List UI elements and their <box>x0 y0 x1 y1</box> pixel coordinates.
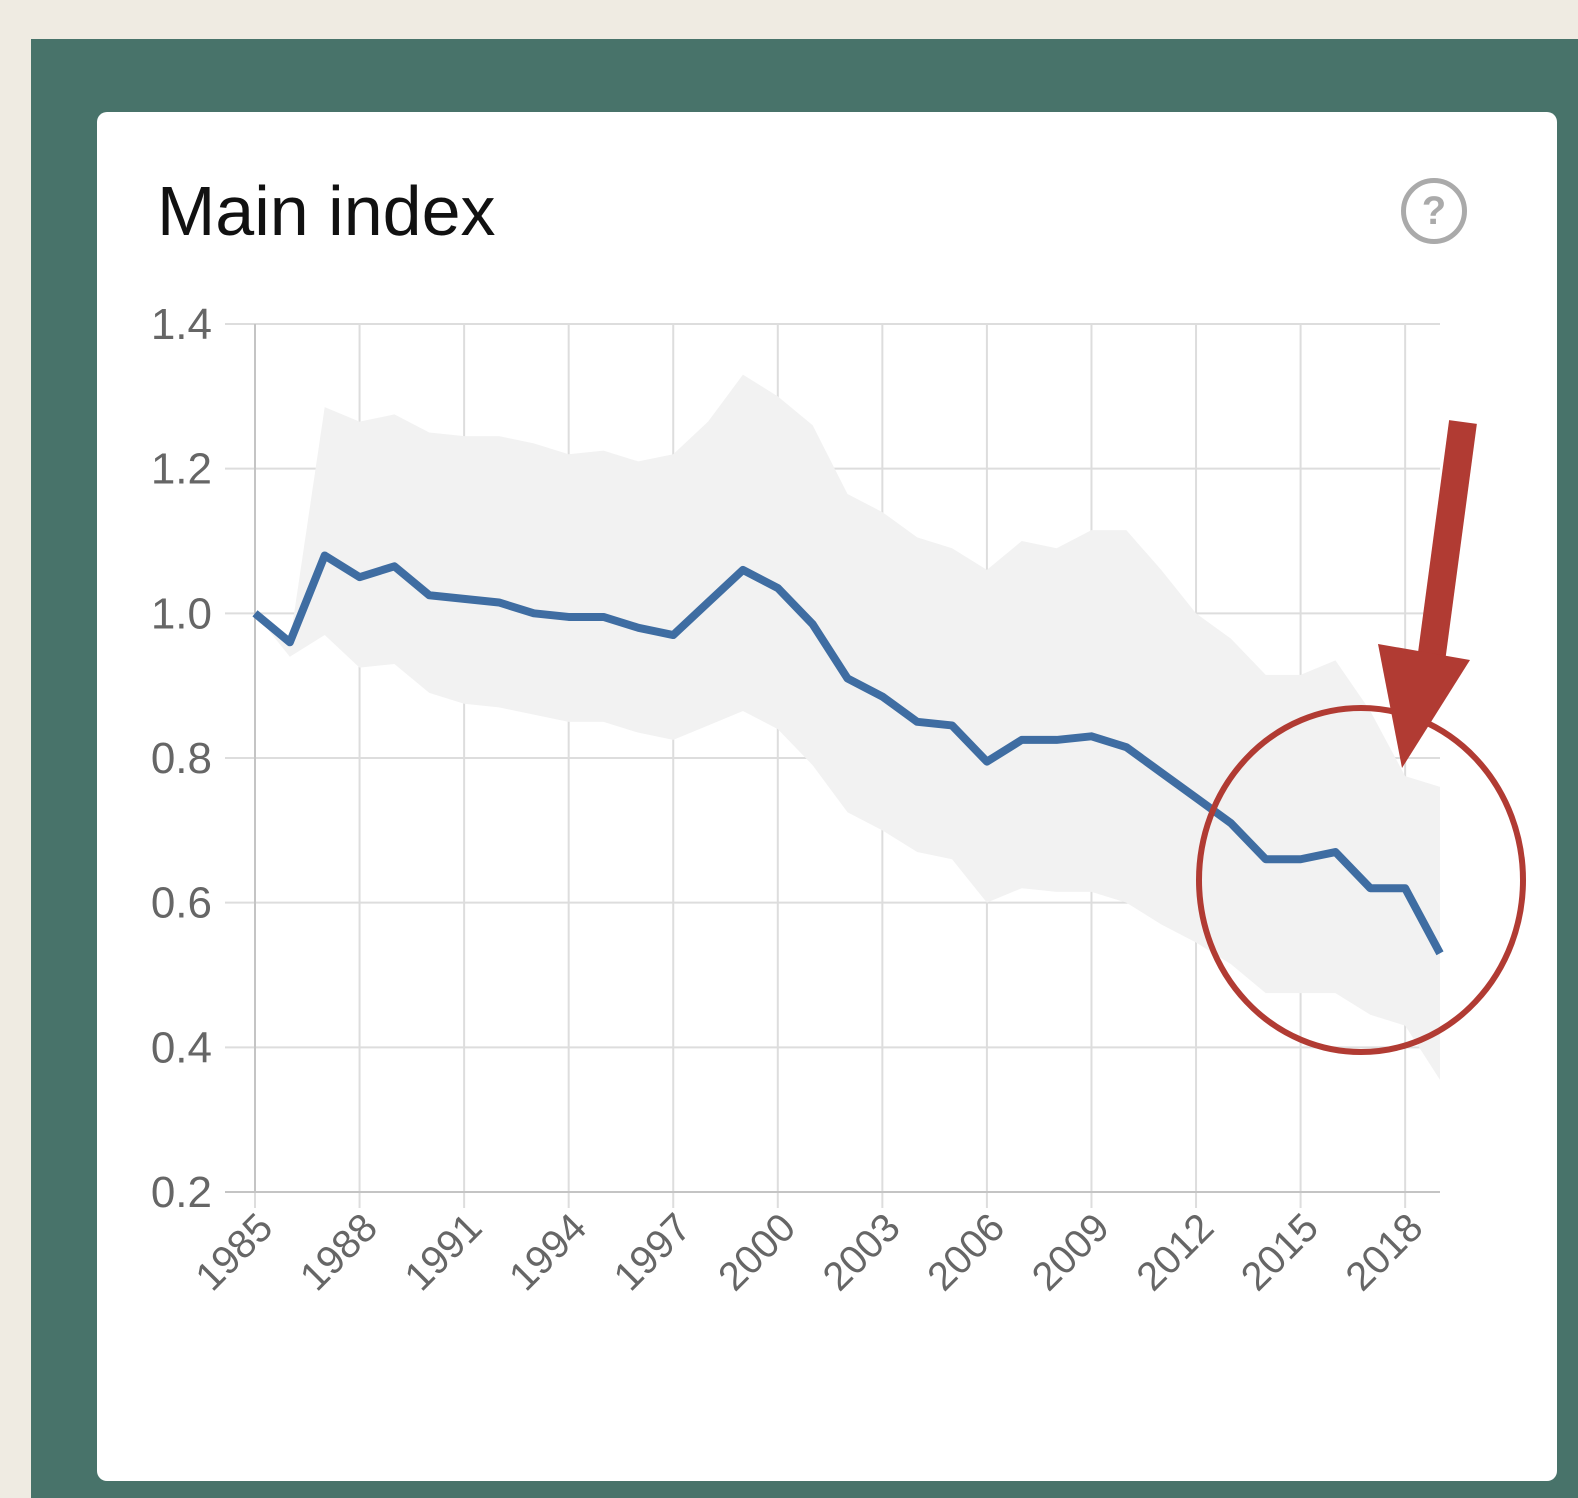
y-tick-label-1-2: 1.2 <box>151 445 212 494</box>
data-point-2004 <box>913 718 921 726</box>
data-point-1998 <box>704 598 712 606</box>
x-tick-label-1988: 1988 <box>292 1205 386 1299</box>
data-point-2007 <box>1018 736 1026 744</box>
card-title: Main index <box>157 172 496 250</box>
data-point-2010 <box>1122 743 1130 751</box>
data-point-2014 <box>1262 855 1270 863</box>
y-tick-label-0-4: 0.4 <box>151 1023 212 1072</box>
data-point-1987 <box>321 551 329 559</box>
arrow-shaft <box>1415 420 1477 678</box>
x-tick-label-1997: 1997 <box>606 1205 700 1299</box>
data-point-1988 <box>356 573 364 581</box>
data-point-1991 <box>460 595 468 603</box>
data-point-2011 <box>1157 768 1165 776</box>
x-tick-label-2009: 2009 <box>1024 1205 1118 1299</box>
y-tick-label-0-6: 0.6 <box>151 879 212 928</box>
data-point-1989 <box>390 562 398 570</box>
y-tick-label-1-4: 1.4 <box>151 300 212 349</box>
data-point-1985 <box>251 609 259 617</box>
data-point-1992 <box>495 598 503 606</box>
data-point-2000 <box>774 584 782 592</box>
x-tick-label-1994: 1994 <box>501 1205 595 1299</box>
data-point-2013 <box>1227 819 1235 827</box>
data-point-1997 <box>669 631 677 639</box>
confidence-band <box>255 374 1440 1080</box>
x-tick-label-2003: 2003 <box>815 1205 909 1299</box>
data-point-2005 <box>948 721 956 729</box>
y-tick-label-1-0: 1.0 <box>151 589 212 638</box>
x-tick-label-2006: 2006 <box>919 1205 1013 1299</box>
data-point-1990 <box>425 591 433 599</box>
x-tick-label-2012: 2012 <box>1128 1205 1222 1299</box>
data-point-2012 <box>1192 794 1200 802</box>
data-point-1999 <box>739 566 747 574</box>
x-axis-ticks: 1985 1988 1991 1994 1997 2000 2003 2006 2009 2012… <box>187 1205 1431 1299</box>
data-point-2003 <box>878 693 886 701</box>
x-tick-label-2000: 2000 <box>710 1205 804 1299</box>
data-point-1993 <box>530 609 538 617</box>
y-tick-label-0-2: 0.2 <box>151 1168 212 1217</box>
annotations <box>1196 420 1526 1055</box>
data-point-2009 <box>1087 732 1095 740</box>
arrow-head <box>1378 644 1470 768</box>
data-point-2002 <box>844 674 852 682</box>
x-tick-label-1985: 1985 <box>187 1205 281 1299</box>
data-point-1994 <box>565 613 573 621</box>
data-point-1996 <box>634 624 642 632</box>
chart-axes <box>225 324 1440 1193</box>
x-tick-label-1991: 1991 <box>396 1205 490 1299</box>
data-point-2018 <box>1401 884 1409 892</box>
series-line <box>252 551 1444 956</box>
data-point-2017 <box>1366 884 1374 892</box>
x-tick-label-2018: 2018 <box>1337 1205 1431 1299</box>
y-axis-ticks: 0.2 0.4 0.6 0.8 1.0 1.2 1.4 <box>151 300 212 1217</box>
y-tick-label-0-8: 0.8 <box>151 734 212 783</box>
highlight-circle <box>1196 705 1526 1055</box>
question-circle-icon[interactable]: ? <box>1401 178 1467 244</box>
data-point-2001 <box>809 620 817 628</box>
data-point-2016 <box>1331 848 1339 856</box>
data-point-1995 <box>600 613 608 621</box>
data-point-2019 <box>1436 949 1444 957</box>
x-tick-label-2015: 2015 <box>1233 1205 1327 1299</box>
data-point-2015 <box>1297 855 1305 863</box>
data-point-2006 <box>983 758 991 766</box>
data-point-2008 <box>1053 736 1061 744</box>
data-point-1986 <box>286 638 294 646</box>
